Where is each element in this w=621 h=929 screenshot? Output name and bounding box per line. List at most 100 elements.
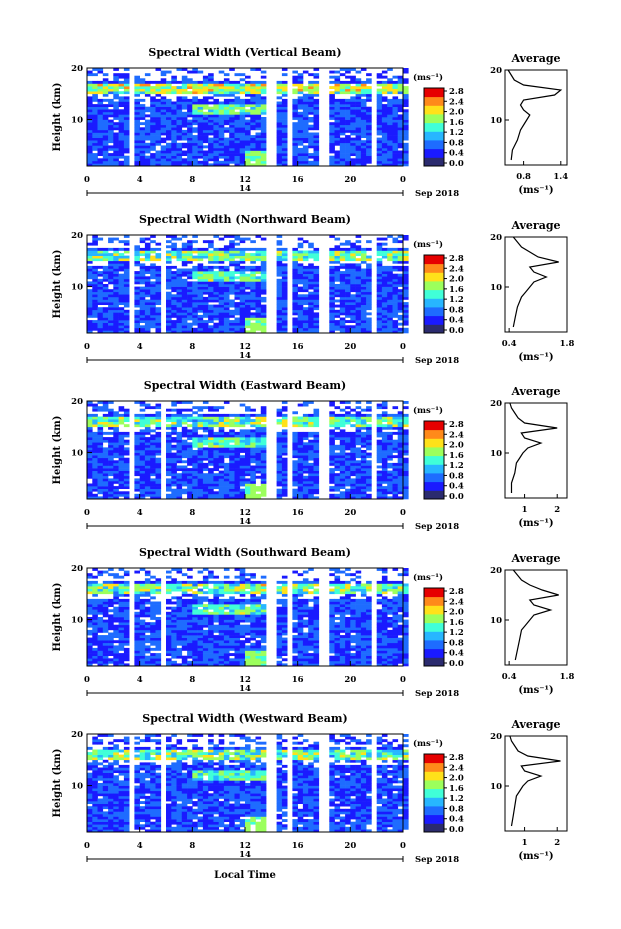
heatmap-cell — [281, 437, 288, 440]
heatmap-cell — [87, 140, 93, 144]
heatmap-cell — [187, 424, 193, 428]
heatmap-cell — [144, 309, 151, 313]
heatmap-cell — [350, 122, 356, 126]
heatmap-cell — [176, 325, 183, 329]
heatmap-cell — [181, 314, 188, 318]
heatmap-cell — [229, 158, 235, 162]
heatmap-cell — [329, 447, 335, 451]
heatmap-cell — [229, 488, 235, 492]
heatmap-cell — [292, 491, 298, 495]
heatmap-cell — [92, 258, 98, 262]
heatmap-cell — [339, 299, 346, 303]
heatmap-cell — [92, 68, 98, 71]
heatmap-cell — [150, 284, 156, 287]
heatmap-cell — [229, 260, 235, 264]
heatmap-cell — [208, 419, 214, 422]
heatmap-cell — [181, 235, 188, 238]
heatmap-cell — [392, 106, 399, 110]
heatmap-cell — [308, 307, 314, 311]
heatmap-cell — [297, 250, 304, 254]
heatmap-cell — [392, 276, 399, 280]
heatmap-cell — [403, 98, 409, 102]
heatmap-cell — [197, 104, 204, 107]
heatmap-cell — [339, 289, 346, 293]
heatmap-cell — [97, 127, 104, 131]
heatmap-cell — [302, 465, 309, 469]
heatmap-cell — [213, 450, 219, 453]
heatmap-cell — [276, 271, 283, 274]
heatmap-cell — [123, 145, 130, 149]
heatmap-cell — [308, 98, 314, 102]
heatmap-cell — [144, 302, 151, 305]
heatmap-cell — [297, 299, 304, 303]
heatmap-cell — [334, 431, 341, 435]
heatmap-cell — [329, 255, 335, 259]
heatmap-cell — [229, 129, 235, 133]
heatmap-cell — [181, 304, 188, 308]
heatmap-cell — [223, 444, 230, 448]
heatmap-cell — [366, 147, 372, 151]
heatmap-cell — [155, 307, 162, 311]
heatmap-cell — [313, 145, 320, 149]
heatmap-cell — [334, 119, 341, 123]
heatmap-cell — [171, 299, 177, 303]
heatmap-cell — [355, 78, 362, 82]
heatmap-cell — [171, 460, 177, 464]
heatmap-cell — [155, 117, 162, 120]
heatmap-cell — [250, 276, 256, 280]
heatmap-cell — [229, 109, 235, 113]
heatmap-cell — [334, 83, 341, 87]
heatmap-cell — [350, 309, 356, 313]
heatmap-cell — [234, 140, 241, 144]
heatmap-cell — [350, 437, 356, 440]
heatmap-cell — [250, 124, 256, 128]
heatmap-cell — [360, 304, 367, 308]
heatmap-cell — [281, 247, 288, 251]
heatmap-cell — [150, 122, 156, 126]
heatmap-cell — [387, 291, 393, 295]
heatmap-cell — [334, 142, 341, 146]
heatmap-cell — [150, 322, 156, 326]
heatmap-cell — [250, 137, 256, 141]
heatmap-cell — [229, 462, 235, 466]
heatmap-cell — [392, 284, 399, 287]
heatmap-cell — [223, 312, 230, 316]
heatmap-cell — [250, 104, 256, 107]
heatmap-cell — [276, 434, 283, 438]
heatmap-cell — [334, 255, 341, 259]
heatmap-cell — [245, 294, 251, 298]
heatmap-cell — [387, 106, 393, 110]
heatmap-cell — [339, 322, 346, 326]
heatmap-cell — [192, 309, 198, 313]
heatmap-cell — [313, 265, 320, 269]
x-tick-label: 0 — [400, 342, 406, 352]
heatmap-cell — [355, 163, 362, 167]
heatmap-cell — [245, 325, 251, 329]
heatmap-cell — [113, 291, 119, 295]
heatmap-cell — [292, 247, 298, 251]
heatmap-cell — [334, 245, 341, 249]
heatmap-cell — [255, 325, 262, 329]
heatmap-cell — [245, 437, 251, 440]
heatmap-cell — [118, 104, 125, 107]
heatmap-cell — [139, 470, 146, 474]
heatmap-cell — [250, 455, 256, 459]
heatmap-cell — [366, 98, 372, 102]
heatmap-cell — [108, 322, 114, 326]
heatmap-cell — [176, 150, 183, 154]
heatmap-cell — [176, 307, 183, 311]
heatmap-cell — [234, 86, 241, 89]
heatmap-cell — [166, 416, 172, 420]
heatmap-cell — [229, 450, 235, 453]
heatmap-cell — [355, 235, 362, 238]
heatmap-cell — [144, 155, 151, 159]
heatmap-cell — [366, 160, 372, 164]
heatmap-cell — [397, 80, 404, 84]
heatmap-cell — [350, 296, 356, 300]
heatmap-cell — [392, 325, 399, 329]
heatmap-cell — [208, 457, 214, 461]
heatmap-cell — [360, 117, 367, 120]
heatmap-cell — [208, 286, 214, 290]
heatmap-cell — [308, 447, 314, 451]
heatmap-cell — [166, 304, 172, 308]
